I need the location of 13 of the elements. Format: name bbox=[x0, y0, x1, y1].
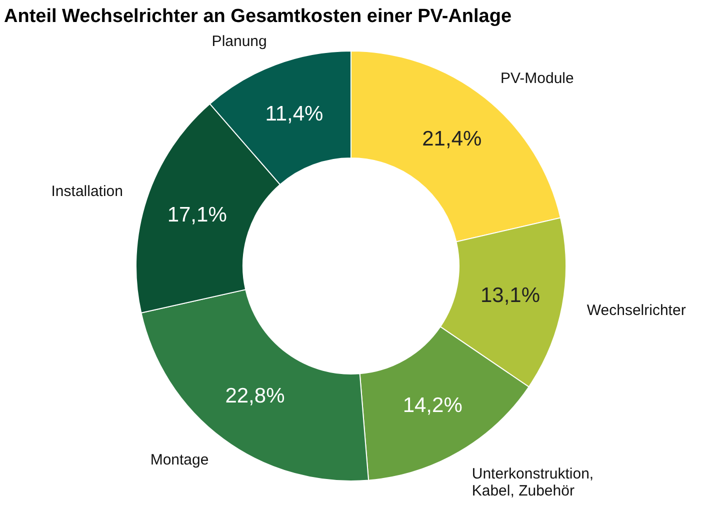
data-label: 14,2% bbox=[402, 394, 462, 417]
data-label: 22,8% bbox=[225, 384, 285, 408]
data-label: 17,1% bbox=[167, 203, 227, 226]
slice-label: Installation bbox=[51, 183, 123, 200]
slice-label: Montage bbox=[150, 451, 209, 468]
data-label: 11,4% bbox=[265, 102, 324, 126]
data-label: 13,1% bbox=[480, 284, 540, 307]
data-label: 21,4% bbox=[422, 127, 482, 150]
slice-label: Planung bbox=[212, 33, 267, 50]
slice-label: PV-Module bbox=[500, 70, 574, 88]
slice-label: Unterkonstruktion, Kabel, Zubehör bbox=[472, 465, 594, 500]
chart-title: Anteil Wechselrichter an Gesamtkosten einer PV-Anlage bbox=[4, 6, 512, 28]
slice-label: Wechselrichter bbox=[586, 302, 686, 320]
